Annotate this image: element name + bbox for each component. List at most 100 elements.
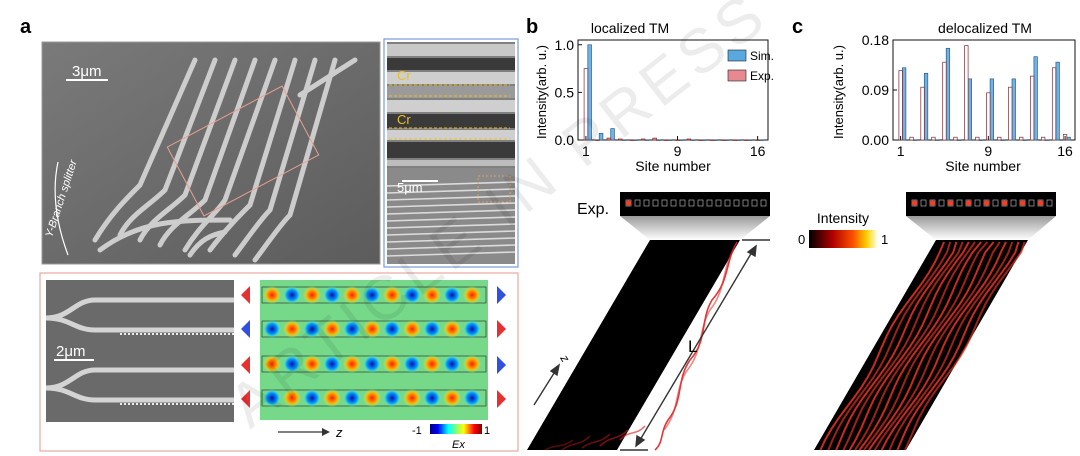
bar-exp-site-4 <box>618 138 623 141</box>
field-lobe <box>423 355 441 373</box>
site-marker <box>661 199 668 207</box>
ytick-label: 1.0 <box>555 37 575 53</box>
field-lobe <box>323 320 341 338</box>
z-direction-arrow <box>533 363 561 406</box>
propagating-beam <box>888 241 1014 451</box>
site-marker <box>706 199 713 207</box>
chart-localized: localized TM Intensity(arb. u.) Site num… <box>534 20 774 174</box>
propagating-beam <box>863 241 989 451</box>
bar-exp-site-12 <box>709 139 715 141</box>
field-lobe <box>323 355 341 373</box>
bar-sim-site-4 <box>934 139 940 141</box>
bar-sim-site-16 <box>759 139 764 141</box>
field-lobe <box>403 320 421 338</box>
bar-sim-site-13 <box>724 139 730 141</box>
bar-sim-site-14 <box>1044 139 1049 141</box>
ytick-label: 0.00 <box>862 132 889 148</box>
sem-bottom-scale-label: 2μm <box>56 343 85 360</box>
bar-exp-site-7 <box>964 45 969 141</box>
bar-sim-site-5 <box>945 47 951 141</box>
field-lobe <box>403 286 421 304</box>
bar-exp-site-8 <box>975 136 980 141</box>
xtick-label: 1 <box>582 143 590 159</box>
site-marker <box>1028 199 1035 207</box>
field-lobe <box>463 389 481 407</box>
intensity-colorbar-min: 0 <box>798 232 805 247</box>
propagating-beam <box>854 241 976 451</box>
bar-sim-site-15 <box>747 139 753 141</box>
panel-label-a: a <box>20 16 32 38</box>
chart-b-ylabel: Intensity(arb. u.) <box>534 45 549 139</box>
chart-delocalized: delocalized TM Intensity(arb. u.) Site n… <box>831 20 1076 174</box>
propagating-beam <box>819 241 945 451</box>
site-marker <box>974 199 981 207</box>
bar-exp-site-11 <box>1008 86 1013 141</box>
propagation-delocalized <box>814 240 1028 451</box>
panel-label-b: b <box>526 16 538 38</box>
site-marker <box>670 199 677 207</box>
site-intensity-dot <box>911 200 918 206</box>
field-lobe <box>303 286 321 304</box>
chart-b-xlabel: Site number <box>635 158 711 174</box>
z-axis-label: z <box>335 425 343 440</box>
field-lobe <box>343 286 361 304</box>
bar-exp-site-10 <box>686 138 692 141</box>
intensity-colorbar <box>809 230 877 248</box>
propagating-beam <box>896 241 1020 451</box>
propagating-beam <box>873 241 1001 451</box>
field-lobe <box>443 320 461 338</box>
bar-exp-site-15 <box>1051 67 1057 141</box>
site-intensity-dot <box>625 200 632 206</box>
sem-main-scale-label: 3μm <box>72 63 101 80</box>
bar-exp-site-5 <box>942 61 947 141</box>
field-lobe <box>443 286 461 304</box>
field-lobe <box>463 355 481 373</box>
field-lobe <box>383 355 401 373</box>
field-lobe <box>343 355 361 373</box>
legend-sim-label: Sim. <box>750 49 774 63</box>
bar-exp-site-14 <box>1041 136 1046 141</box>
site-intensity-dot <box>947 200 954 206</box>
field-lobe <box>423 389 441 407</box>
propagating-beam <box>835 241 958 451</box>
bar-exp-site-9 <box>675 139 680 141</box>
chart-c-ylabel: Intensity(arb. u.) <box>831 45 846 139</box>
ytick-label: 0.5 <box>555 84 575 100</box>
xtick-label: 9 <box>984 143 992 159</box>
field-lobe <box>403 389 421 407</box>
chart-c-title: delocalized TM <box>938 20 1032 36</box>
ex-colorbar-max: 1 <box>484 425 490 437</box>
site-intensity-dot <box>929 200 936 206</box>
bar-exp-site-6 <box>640 138 646 141</box>
bar-sim-site-11 <box>1011 78 1016 141</box>
field-lobe <box>283 320 301 338</box>
bar-sim-site-7 <box>656 139 661 141</box>
site-marker <box>688 199 695 207</box>
exp-output-strip-delocalized <box>906 192 1056 216</box>
ex-field-map <box>241 280 506 420</box>
site-marker <box>956 199 963 207</box>
xtick-label: 16 <box>1057 143 1073 159</box>
bar-exp-site-2 <box>909 136 914 141</box>
site-intensity-dot <box>965 200 972 206</box>
bar-exp-site-4 <box>931 136 936 141</box>
propagation-localized <box>527 240 740 451</box>
chart-c-xlabel: Site number <box>945 158 1021 174</box>
site-intensity-dot <box>1001 200 1008 206</box>
sem-inset-image <box>387 42 515 264</box>
site-marker <box>1046 199 1053 207</box>
site-marker <box>1010 199 1017 207</box>
bar-exp-site-6 <box>953 136 958 141</box>
site-intensity-dot <box>983 200 990 206</box>
field-lobe <box>343 389 361 407</box>
chart-b-legend: Sim. Exp. <box>727 49 774 83</box>
field-lobe <box>423 286 441 304</box>
ytick-label: 0.09 <box>862 82 889 98</box>
bar-sim-site-14 <box>736 139 741 141</box>
bar-sim-site-7 <box>967 78 972 141</box>
site-marker <box>920 199 927 207</box>
field-lobe <box>283 355 301 373</box>
site-marker <box>742 199 749 207</box>
field-lobe <box>303 389 321 407</box>
field-lobe <box>343 320 361 338</box>
